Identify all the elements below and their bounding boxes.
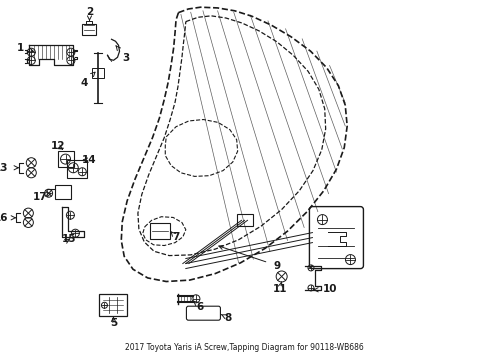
Text: 8: 8 <box>221 312 231 323</box>
Text: 9: 9 <box>218 246 281 271</box>
Text: 2017 Toyota Yaris iA Screw,Tapping Diagram for 90118-WB686: 2017 Toyota Yaris iA Screw,Tapping Diagr… <box>125 343 363 352</box>
Text: 13: 13 <box>0 163 18 173</box>
Text: 3: 3 <box>116 46 129 63</box>
Bar <box>55 185 70 199</box>
Text: 12: 12 <box>50 141 65 151</box>
Text: 17: 17 <box>33 192 51 202</box>
Text: 2: 2 <box>86 7 93 20</box>
Bar <box>92 68 103 78</box>
Bar <box>150 223 170 239</box>
Text: 5: 5 <box>110 317 117 328</box>
Bar <box>236 214 252 226</box>
Text: 4: 4 <box>80 72 95 88</box>
Bar <box>67 160 87 178</box>
Text: 16: 16 <box>0 213 16 223</box>
Text: 15: 15 <box>62 234 77 244</box>
Bar <box>82 24 96 35</box>
Text: 10: 10 <box>313 284 337 294</box>
Text: 1: 1 <box>17 42 33 53</box>
Text: 6: 6 <box>193 301 203 312</box>
Text: 14: 14 <box>82 155 97 165</box>
Bar <box>58 151 73 167</box>
Text: 7: 7 <box>171 232 179 242</box>
Text: 11: 11 <box>272 282 286 294</box>
Bar <box>99 294 127 316</box>
